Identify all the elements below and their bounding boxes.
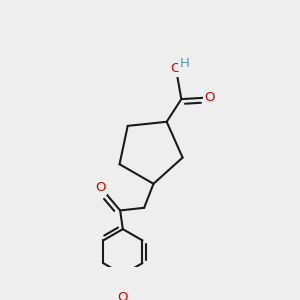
Text: H: H	[180, 57, 190, 70]
Text: O: O	[117, 291, 128, 300]
Text: O: O	[171, 62, 181, 76]
Text: O: O	[95, 181, 106, 194]
Text: O: O	[205, 91, 215, 104]
